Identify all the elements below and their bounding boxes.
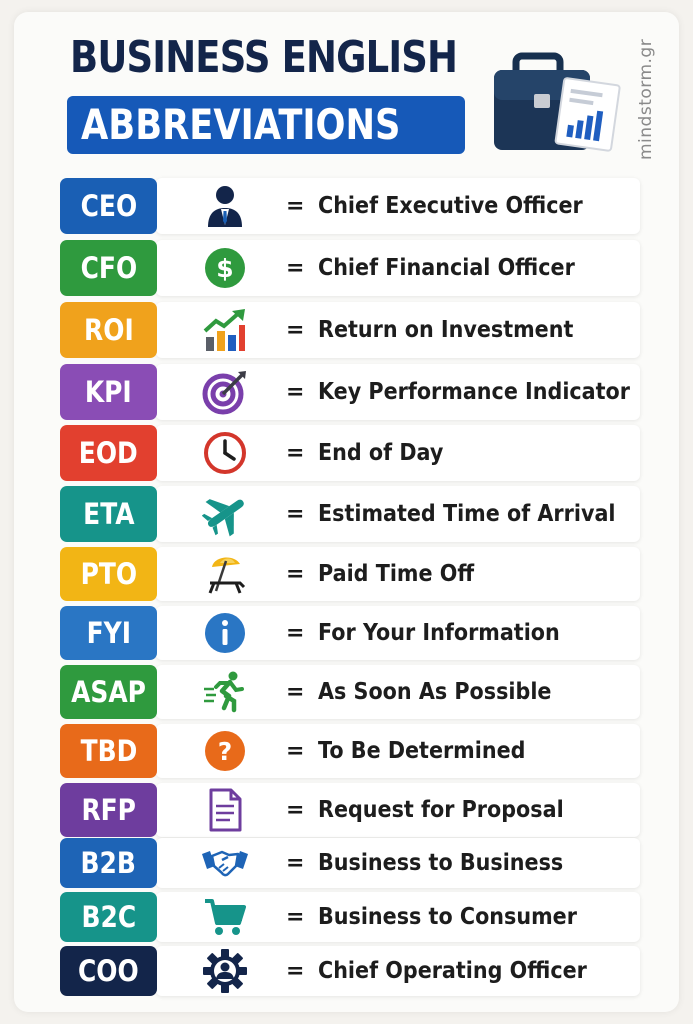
abbreviation-row-b2c: B2C = Business to Consumer	[60, 892, 640, 942]
abbreviation-text: TBD	[80, 734, 137, 768]
row-background	[156, 364, 640, 420]
meaning-text: Chief Operating Officer	[318, 958, 587, 984]
title-line-1: BUSINESS ENGLISH	[70, 32, 458, 83]
businessman-icon	[200, 181, 250, 231]
meaning-text: To Be Determined	[318, 738, 526, 764]
meaning-text: Paid Time Off	[318, 561, 475, 587]
row-background	[156, 547, 640, 601]
abbreviation-row-ceo: CEO = Chief Executive Officer	[60, 178, 640, 234]
abbreviation-badge: CFO	[60, 240, 157, 296]
briefcase-icon	[494, 52, 621, 152]
watermark: mindstorm.gr	[636, 38, 656, 160]
abbreviation-row-tbd: TBD? = To Be Determined	[60, 724, 640, 778]
equals-sign: =	[286, 679, 305, 705]
shopping-cart-icon	[200, 892, 250, 942]
equals-sign: =	[286, 904, 305, 930]
abbreviation-badge: PTO	[60, 547, 157, 601]
airplane-icon	[200, 489, 250, 539]
abbreviation-text: KPI	[85, 375, 132, 409]
abbreviation-row-rfp: RFP = Request for Proposal	[60, 783, 640, 837]
equals-sign: =	[286, 379, 305, 405]
meaning-text: Chief Financial Officer	[318, 255, 575, 281]
abbreviation-row-pto: PTO = Paid Time Off	[60, 547, 640, 601]
abbreviation-text: ASAP	[71, 675, 146, 709]
abbreviation-badge: B2B	[60, 838, 157, 888]
abbreviation-row-fyi: FYI = For Your Information	[60, 606, 640, 660]
abbreviation-text: FYI	[86, 616, 131, 650]
abbreviation-text: CEO	[80, 189, 137, 223]
abbreviation-badge: ETA	[60, 486, 157, 542]
abbreviation-row-roi: ROI = Return on Investment	[60, 302, 640, 358]
abbreviation-row-cfo: CFO $ = Chief Financial Officer	[60, 240, 640, 296]
meaning-text: End of Day	[318, 440, 444, 466]
equals-sign: =	[286, 620, 305, 646]
row-background	[156, 486, 640, 542]
target-icon	[200, 367, 250, 417]
question-icon: ?	[200, 726, 250, 776]
title-highlight	[67, 96, 465, 154]
abbreviation-badge: ROI	[60, 302, 157, 358]
meaning-text: Return on Investment	[318, 317, 574, 343]
abbreviation-text: B2C	[81, 900, 136, 934]
dollar-coin-icon: $	[200, 243, 250, 293]
abbreviation-row-asap: ASAP = As Soon As Possible	[60, 665, 640, 719]
equals-sign: =	[286, 317, 305, 343]
meaning-text: Chief Executive Officer	[318, 193, 583, 219]
abbreviation-text: PTO	[80, 557, 137, 591]
beach-chair-icon	[200, 549, 250, 599]
gear-person-icon	[200, 946, 250, 996]
equals-sign: =	[286, 958, 305, 984]
meaning-text: For Your Information	[318, 620, 560, 646]
document-icon	[200, 785, 250, 835]
abbreviation-row-eod: EOD = End of Day	[60, 425, 640, 481]
abbreviation-badge: FYI	[60, 606, 157, 660]
abbreviation-text: COO	[78, 954, 139, 988]
abbreviation-row-eta: ETA = Estimated Time of Arrival	[60, 486, 640, 542]
handshake-icon	[200, 838, 250, 888]
abbreviation-badge: CEO	[60, 178, 157, 234]
equals-sign: =	[286, 501, 305, 527]
abbreviation-badge: ASAP	[60, 665, 157, 719]
svg-text:?: ?	[218, 737, 233, 766]
equals-sign: =	[286, 797, 305, 823]
abbreviation-row-coo: COO = Chief Operating Officer	[60, 946, 640, 996]
abbreviation-badge: RFP	[60, 783, 157, 837]
abbreviation-badge: COO	[60, 946, 157, 996]
abbreviation-text: ROI	[83, 313, 134, 347]
running-man-icon	[200, 667, 250, 717]
equals-sign: =	[286, 850, 305, 876]
equals-sign: =	[286, 561, 305, 587]
abbreviation-text: RFP	[81, 793, 136, 827]
abbreviation-text: CFO	[80, 251, 137, 285]
title-line-2: ABBREVIATIONS	[81, 100, 401, 149]
clock-icon	[200, 428, 250, 478]
meaning-text: Business to Business	[318, 850, 564, 876]
equals-sign: =	[286, 255, 305, 281]
abbreviation-badge: KPI	[60, 364, 157, 420]
abbreviation-text: B2B	[80, 846, 137, 880]
abbreviation-badge: B2C	[60, 892, 157, 942]
svg-text:$: $	[216, 254, 233, 283]
meaning-text: Business to Consumer	[318, 904, 577, 930]
abbreviation-row-kpi: KPI = Key Performance Indicator	[60, 364, 640, 420]
abbreviation-row-b2b: B2B = Business to Business	[60, 838, 640, 888]
abbreviation-text: EOD	[79, 436, 138, 470]
abbreviation-text: ETA	[82, 497, 135, 531]
meaning-text: Key Performance Indicator	[318, 379, 630, 405]
equals-sign: =	[286, 440, 305, 466]
growth-chart-icon	[200, 305, 250, 355]
equals-sign: =	[286, 193, 305, 219]
info-icon	[200, 608, 250, 658]
abbreviation-badge: TBD	[60, 724, 157, 778]
meaning-text: Estimated Time of Arrival	[318, 501, 616, 527]
equals-sign: =	[286, 738, 305, 764]
abbreviation-badge: EOD	[60, 425, 157, 481]
meaning-text: Request for Proposal	[318, 797, 564, 823]
meaning-text: As Soon As Possible	[318, 679, 552, 705]
